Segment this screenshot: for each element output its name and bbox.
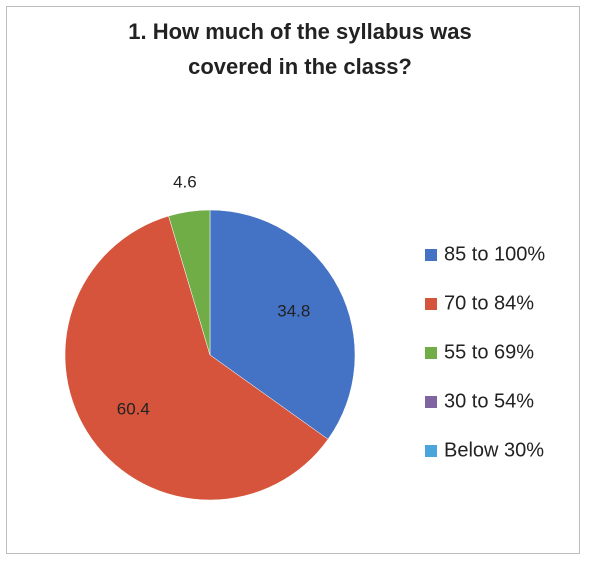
- legend-swatch: [425, 396, 437, 408]
- legend-label: 70 to 84%: [444, 292, 534, 314]
- legend-label: 55 to 69%: [444, 341, 534, 363]
- data-label: 60.4: [117, 399, 150, 418]
- legend-swatch: [425, 445, 437, 457]
- legend-swatch: [425, 249, 437, 261]
- legend-label: Below 30%: [444, 439, 544, 461]
- chart-title: 1. How much of the syllabus was covered …: [128, 19, 472, 79]
- legend-label: 85 to 100%: [444, 243, 545, 265]
- pie-slice: [209, 209, 356, 440]
- chart-frame: [6, 6, 580, 554]
- legend-swatch: [425, 347, 437, 359]
- legend-label: 30 to 54%: [444, 390, 534, 412]
- pie-slice: [168, 209, 211, 356]
- data-label: 34.8: [277, 301, 310, 320]
- pie-slice: [64, 215, 329, 501]
- legend-swatch: [425, 298, 437, 310]
- data-label: 4.6: [173, 172, 197, 191]
